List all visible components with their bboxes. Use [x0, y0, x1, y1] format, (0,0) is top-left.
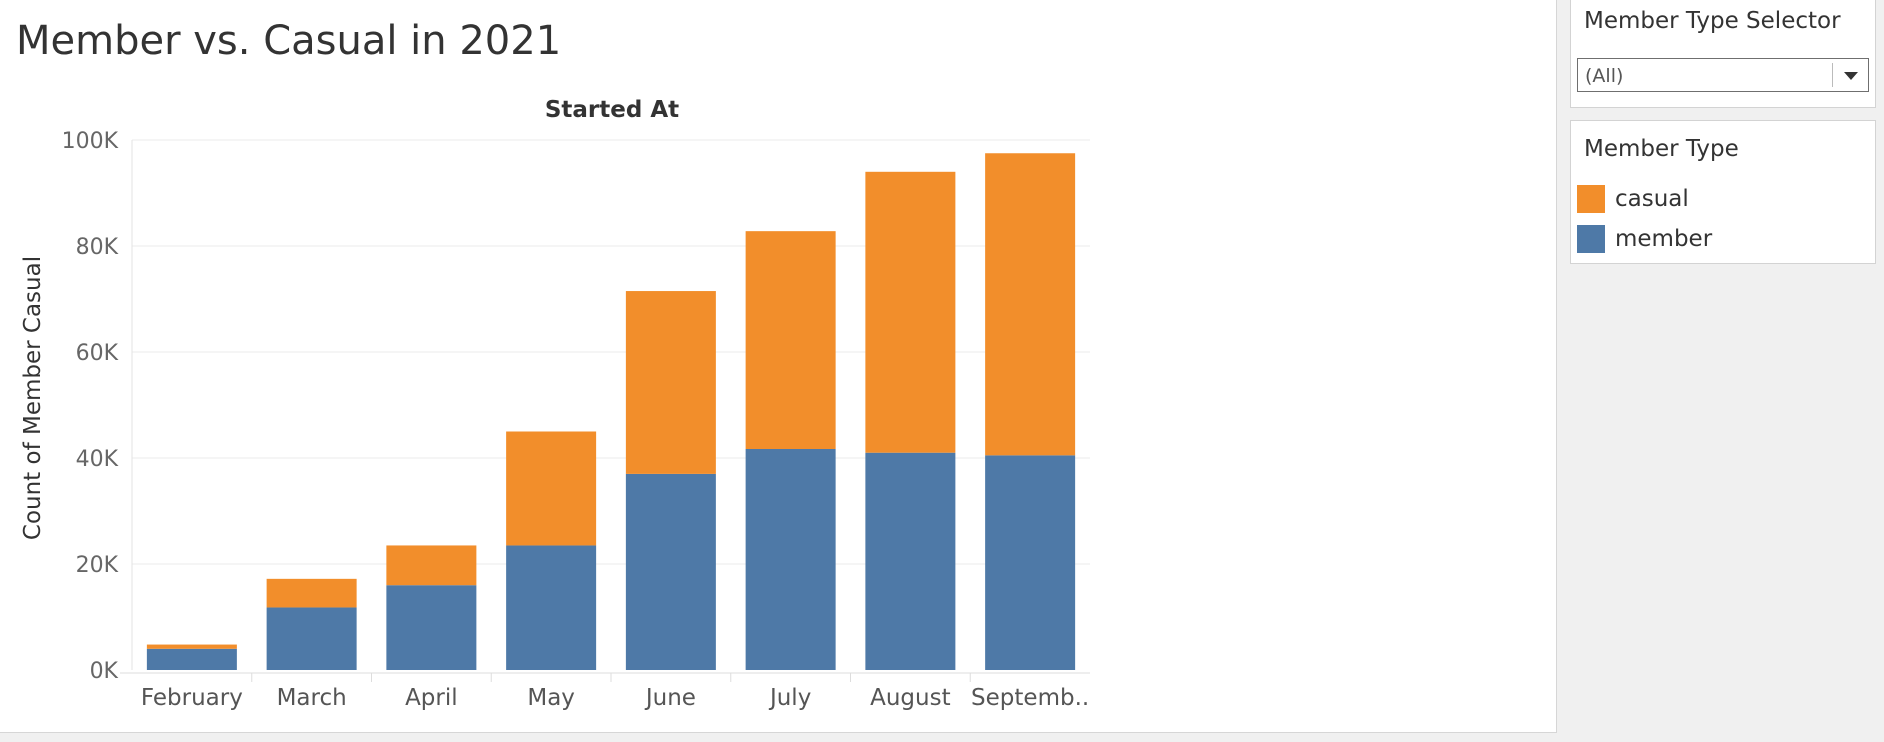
- x-tick-label: May: [527, 685, 575, 711]
- bar-segment-member: [625, 473, 716, 670]
- bar-segment-member: [386, 585, 477, 670]
- bar-segment-casual: [266, 578, 357, 608]
- chart-title: Started At: [545, 97, 679, 123]
- bar-segment-casual: [985, 153, 1076, 456]
- bar-segment-member: [506, 545, 597, 670]
- chevron-down-icon[interactable]: [1844, 72, 1858, 80]
- y-tick-label: 80K: [76, 235, 119, 260]
- dashboard-main-panel: Member vs. Casual in 2021 Started At 0K 20…: [0, 0, 1557, 733]
- bar-segment-member: [266, 607, 357, 670]
- member-type-dropdown[interactable]: (All): [1577, 58, 1869, 92]
- x-tick-label: April: [405, 685, 458, 711]
- bar-segment-member: [146, 648, 237, 670]
- x-tick-label: June: [644, 685, 696, 711]
- y-tick-label: 60K: [76, 341, 119, 366]
- x-tick-label: August: [870, 685, 951, 711]
- bar-segment-casual: [506, 431, 597, 546]
- bar-segment-casual: [146, 644, 237, 649]
- right-side-panel: Member Type Selector (All) Member Type c…: [1557, 0, 1884, 742]
- bar-segment-casual: [386, 545, 477, 586]
- x-tick-label: March: [277, 685, 347, 711]
- filter-title: Member Type Selector: [1584, 8, 1841, 34]
- legend-swatch-member: [1577, 225, 1605, 253]
- member-type-legend-card: Member Type casual member: [1570, 120, 1876, 264]
- bar-segment-casual: [745, 231, 836, 449]
- legend-swatch-casual: [1577, 185, 1605, 213]
- bar-segment-member: [745, 448, 836, 670]
- legend-label-member: member: [1615, 226, 1713, 252]
- dropdown-divider: [1832, 63, 1833, 87]
- y-tick-label: 20K: [76, 553, 119, 578]
- y-tick-label: 0K: [90, 659, 119, 684]
- y-axis-label: Count of Member Casual: [20, 256, 46, 540]
- x-tick-label: February: [141, 685, 243, 711]
- bar-segment-casual: [625, 291, 716, 474]
- legend-label-casual: casual: [1615, 186, 1689, 212]
- member-type-filter-card: Member Type Selector (All): [1570, 0, 1876, 108]
- bar-segment-casual: [865, 171, 956, 453]
- stacked-bar-chart: Started At 0K 20K 40K 60K 80K 100K Count of Mem…: [20, 97, 1090, 711]
- dropdown-selected-value: (All): [1585, 65, 1624, 87]
- x-tick-label: July: [768, 685, 811, 711]
- page-title: Member vs. Casual in 2021: [16, 18, 562, 64]
- legend-title: Member Type: [1584, 136, 1739, 162]
- x-tick-label: Septemb..: [971, 685, 1089, 711]
- bar-segment-member: [865, 452, 956, 670]
- y-tick-label: 100K: [62, 129, 119, 154]
- y-tick-label: 40K: [76, 447, 119, 472]
- bar-segment-member: [985, 455, 1076, 670]
